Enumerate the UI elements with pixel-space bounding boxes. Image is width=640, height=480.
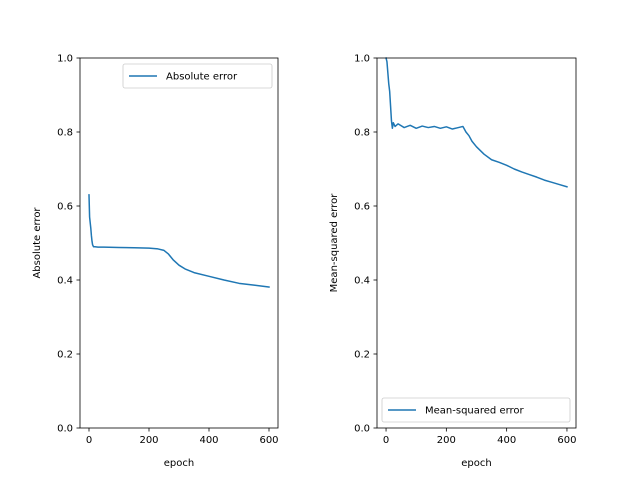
y-tick-label: 1.0 [354, 54, 370, 65]
absolute-error-panel: 0 200 400 600 0.0 0.2 0.4 0.6 0.8 1.0 epoch Absolut… [32, 54, 279, 469]
y-axis-label: Mean-squared error [329, 193, 340, 293]
x-tick-label: 400 [199, 435, 218, 446]
legend-box [122, 63, 273, 89]
y-tick-label: 0.8 [354, 128, 370, 139]
x-tick-label: 0 [383, 435, 389, 446]
series-line-mean-squared-error [385, 57, 568, 188]
series-line-absolute-error [88, 194, 270, 288]
legend-label: Absolute error [166, 72, 238, 83]
x-axis-label: epoch [164, 458, 194, 469]
y-tick-label: 0.4 [57, 276, 73, 287]
x-tick-label: 200 [139, 435, 158, 446]
mean-squared-error-panel: 0 200 400 600 0.0 0.2 0.4 0.6 0.8 1.0 epoch Mean-sq… [329, 54, 577, 469]
legend: Mean-squared error [381, 397, 571, 423]
axes-frame [376, 57, 577, 429]
y-tick-label: 0.8 [57, 128, 73, 139]
y-tick-label: 0.2 [57, 350, 73, 361]
x-tick-label: 0 [86, 435, 92, 446]
x-tick-label: 400 [497, 435, 516, 446]
legend: Absolute error [122, 63, 273, 89]
legend-box [381, 397, 571, 423]
y-tick-label: 0.6 [354, 202, 370, 213]
x-axis-label: epoch [461, 458, 491, 469]
y-tick-label: 0.6 [57, 202, 73, 213]
y-tick-label: 0.0 [354, 424, 370, 435]
axes-frame [79, 57, 279, 429]
legend-label: Mean-squared error [425, 406, 525, 417]
x-tick-label: 600 [259, 435, 278, 446]
x-tick-label: 200 [437, 435, 456, 446]
y-tick-label: 1.0 [57, 54, 73, 65]
x-tick-label: 600 [557, 435, 576, 446]
y-axis-label: Absolute error [32, 207, 43, 279]
y-tick-label: 0.4 [354, 276, 370, 287]
y-tick-label: 0.2 [354, 350, 370, 361]
y-tick-label: 0.0 [57, 424, 73, 435]
